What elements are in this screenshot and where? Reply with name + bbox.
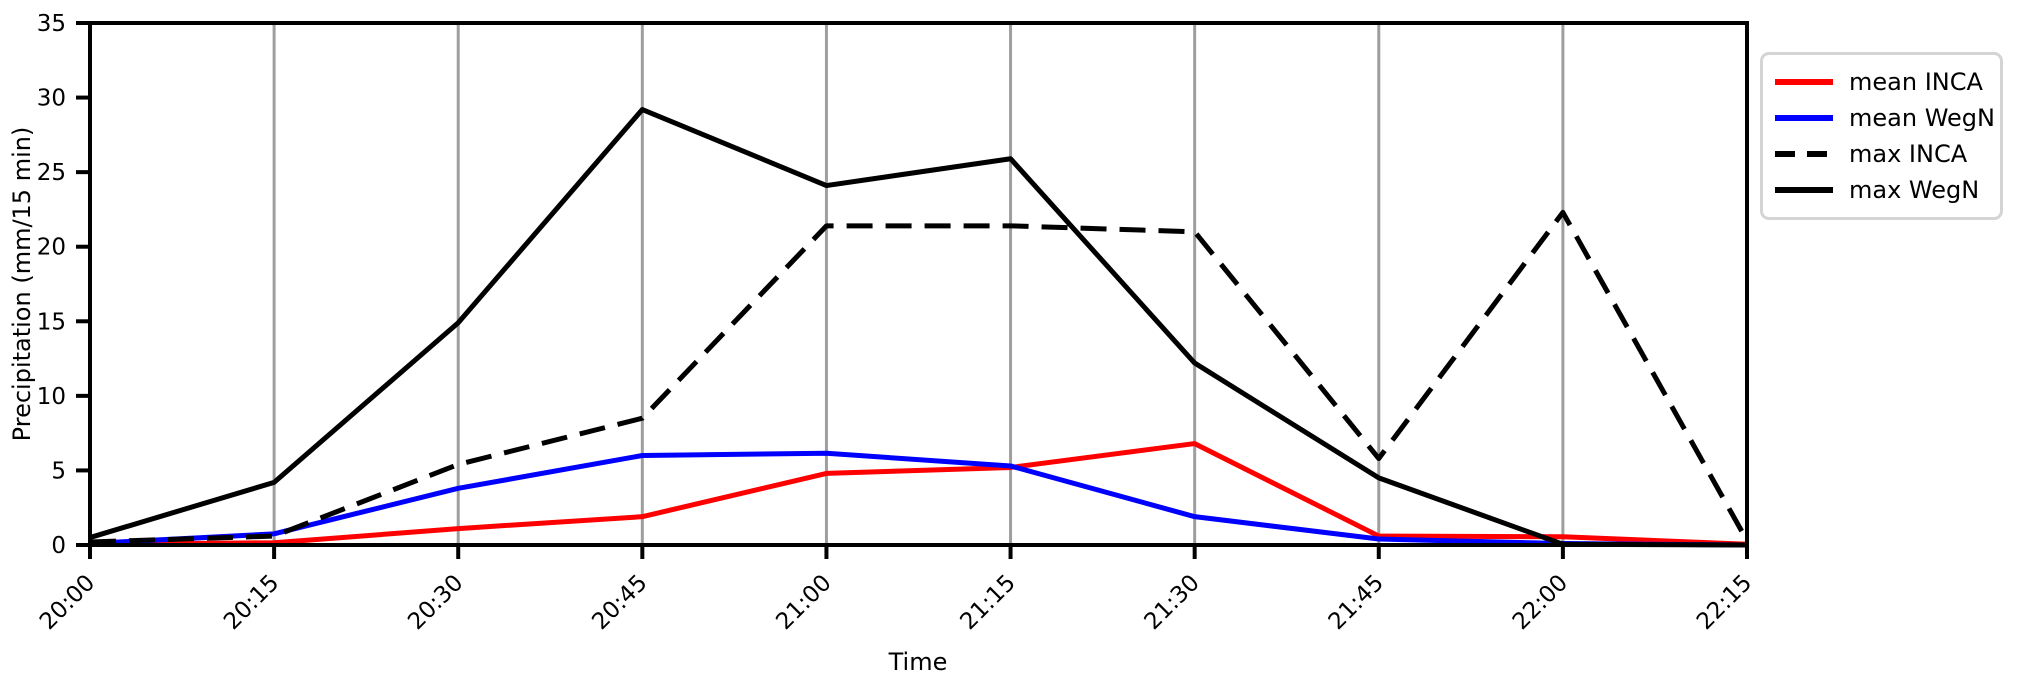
x-tick-label: 20:15 xyxy=(219,570,284,635)
legend-swatch-mean-inca xyxy=(1775,79,1833,85)
x-tick-label: 22:00 xyxy=(1508,570,1573,635)
y-tick-label: 20 xyxy=(37,235,66,261)
legend-label: mean INCA xyxy=(1849,68,1983,96)
legend-item-mean-inca: mean INCA xyxy=(1775,64,1988,100)
series-line-mean-inca xyxy=(89,441,1748,547)
legend: mean INCA mean WegN max INCA max WegN xyxy=(1760,52,2003,220)
y-tick-label: 10 xyxy=(37,384,66,410)
y-axis-label: Precipitation (mm/15 min) xyxy=(8,127,36,442)
y-tick-label: 25 xyxy=(37,160,66,186)
x-tick-label: 20:45 xyxy=(587,570,652,635)
series-line-max-inca xyxy=(89,209,1750,545)
x-tick-label: 21:30 xyxy=(1140,570,1205,635)
series-lines xyxy=(89,107,1750,548)
x-axis-label: Time xyxy=(888,648,948,676)
x-tick-label: 22:15 xyxy=(1692,570,1757,635)
plot-border-rect xyxy=(88,21,1749,547)
legend-item-mean-wegn: mean WegN xyxy=(1775,100,1995,136)
legend-label: max WegN xyxy=(1849,176,1980,204)
y-tick-label: 15 xyxy=(37,309,66,335)
series-line-mean-wegn xyxy=(89,450,1748,548)
x-tick-label: 21:15 xyxy=(956,570,1021,635)
y-tick-label: 30 xyxy=(37,86,66,112)
x-tick-label: 20:30 xyxy=(403,570,468,635)
gridlines xyxy=(272,23,1565,545)
plot-border xyxy=(88,21,1749,547)
legend-swatch-max-wegn xyxy=(1775,187,1833,193)
x-tick-label: 21:45 xyxy=(1324,570,1389,635)
legend-label: max INCA xyxy=(1849,140,1968,168)
x-tick-label: 20:00 xyxy=(35,570,100,635)
legend-swatch-max-inca xyxy=(1775,151,1833,157)
x-tick-label: 21:00 xyxy=(771,570,836,635)
legend-swatch-mean-wegn xyxy=(1775,115,1833,121)
legend-item-max-wegn: max WegN xyxy=(1775,172,1988,208)
y-tick-label: 5 xyxy=(51,458,66,484)
legend-item-max-inca: max INCA xyxy=(1775,136,1988,172)
legend-label: mean WegN xyxy=(1849,104,1995,132)
y-tick-label: 35 xyxy=(37,11,66,37)
y-tick-label: 0 xyxy=(51,533,66,559)
series-line-max-wegn xyxy=(89,107,1748,548)
